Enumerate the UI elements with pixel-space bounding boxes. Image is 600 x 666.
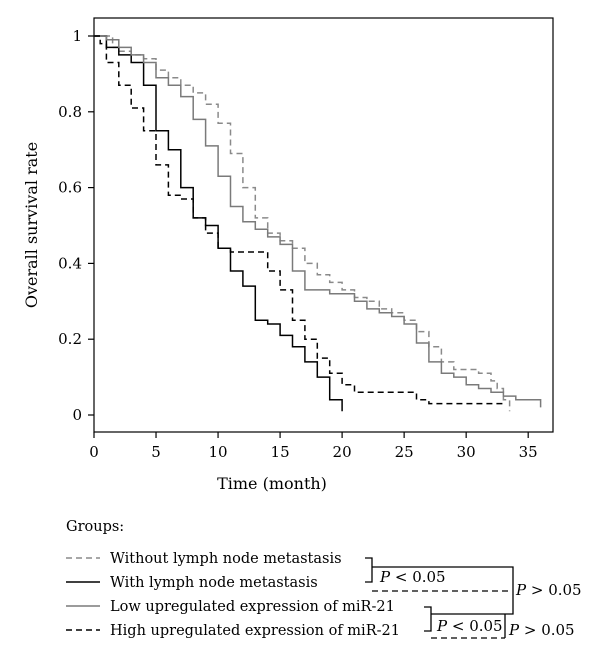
y-tick-label: 0	[72, 406, 82, 424]
legend-label: Without lymph node metastasis	[110, 551, 342, 567]
x-axis-title: Time (month)	[217, 474, 327, 493]
p-value-label: P > 0.05	[508, 621, 575, 639]
y-tick-label: 1	[72, 27, 82, 45]
legend-label: High upregulated expression of miR-21	[110, 623, 400, 639]
comparison-bracket	[365, 557, 373, 583]
y-tick-label: 0.2	[58, 330, 82, 348]
x-tick-label: 15	[271, 443, 290, 461]
legend-brackets: P < 0.05 P < 0.05 P > 0.05 P > 0.05	[365, 557, 582, 639]
y-tick-label: 0.6	[58, 179, 82, 197]
survival-curves	[94, 35, 542, 412]
legend-title: Groups:	[66, 519, 124, 535]
y-tick-label: 0.8	[58, 103, 82, 121]
x-tick-label: 35	[519, 443, 538, 461]
axes: 0 5 10 15 20 25 30 35 0 0.2 0.4 0.6 0.8 1	[58, 17, 554, 461]
legend: Groups: Without lymph node metastasisWit…	[66, 519, 582, 639]
legend-items: Without lymph node metastasis With lymph …	[66, 551, 400, 639]
p-value-label: P > 0.05	[515, 581, 582, 599]
p-value-label: P < 0.05	[379, 568, 446, 586]
x-tick-label: 25	[395, 443, 414, 461]
y-axis-title: Overall survival rate	[22, 142, 41, 308]
p-value-label: P < 0.05	[436, 617, 503, 635]
comparison-bracket	[505, 566, 514, 615]
legend-label: With lymph node metastasis	[110, 575, 318, 591]
x-tick-label: 20	[333, 443, 352, 461]
legend-label: Low upregulated expression of miR-21	[110, 599, 395, 615]
curve-without-lymph-node-metastasis	[94, 35, 511, 412]
x-tick-label: 10	[209, 443, 228, 461]
x-tick-label: 30	[457, 443, 476, 461]
curve-high-upregulated-expression-of-mir-21	[94, 35, 504, 405]
x-tick-label: 5	[151, 443, 161, 461]
comparison-bracket	[424, 606, 432, 632]
curve-with-lymph-node-metastasis	[94, 35, 343, 412]
plot-frame	[93, 17, 554, 433]
y-tick-label: 0.4	[58, 254, 82, 272]
curve-low-upregulated-expression-of-mir-21	[94, 35, 542, 408]
x-tick-label: 0	[89, 443, 99, 461]
